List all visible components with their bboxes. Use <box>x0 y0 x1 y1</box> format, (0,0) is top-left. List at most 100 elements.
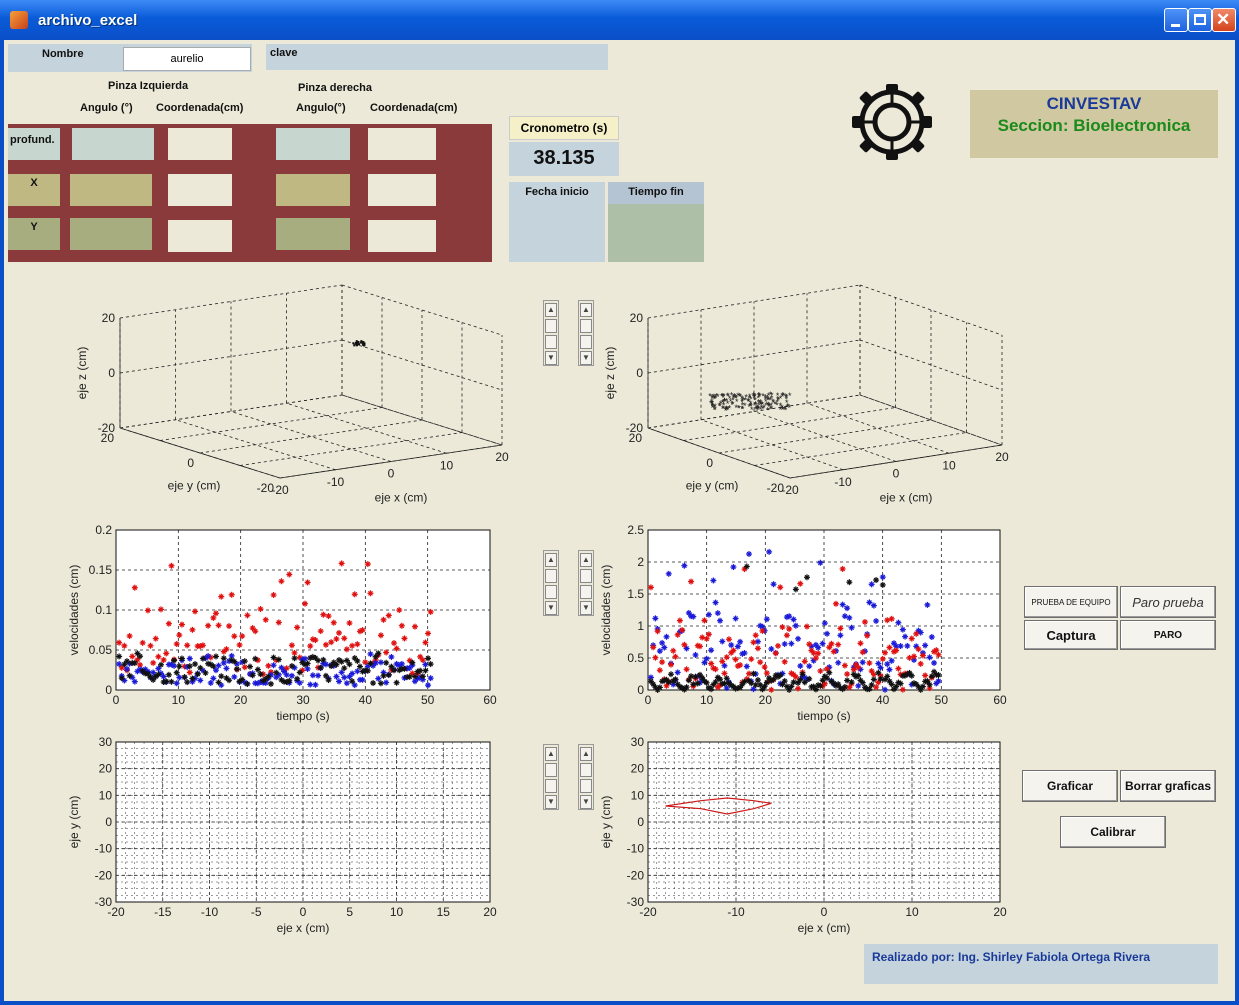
nombre-label: Nombre <box>42 48 84 60</box>
paro-prueba-button[interactable]: Paro prueba <box>1120 586 1216 618</box>
angulo-der-profund-field[interactable] <box>276 128 350 160</box>
pinza-derecha-label: Pinza derecha <box>298 82 372 94</box>
angulo-der-x-field[interactable] <box>276 174 350 206</box>
data-point: * <box>725 405 729 415</box>
data-point: * <box>783 405 787 415</box>
data-point: * <box>744 393 748 403</box>
data-point-2 <box>868 681 875 688</box>
data-point-0 <box>665 570 672 577</box>
x-tick-label: -20 <box>781 483 799 497</box>
data-point-0 <box>685 609 692 616</box>
coord-izq-x-field[interactable] <box>168 174 232 206</box>
tiempo-fin-field[interactable] <box>608 204 704 262</box>
data-point-0 <box>178 621 185 628</box>
data-point-0 <box>868 581 875 588</box>
captura-button[interactable]: Captura <box>1024 620 1118 650</box>
spinner-vel-1[interactable]: ▲ ▼ <box>543 550 559 616</box>
spinner-xy-1[interactable]: ▲ ▼ <box>543 744 559 810</box>
cronometro-value: 38.135 <box>509 142 619 176</box>
paro-button[interactable]: PARO <box>1120 620 1216 650</box>
data-point-1 <box>781 658 788 665</box>
data-point-2 <box>244 680 251 687</box>
left-velocity-plot[interactable]: 0 10 20 30 40 50 60 0 0.05 0.1 0.15 0.2 tiempo (s) ve… <box>50 520 510 735</box>
close-button[interactable]: ✕ <box>1212 8 1236 32</box>
data-point-1 <box>855 664 862 671</box>
prueba-equipo-button[interactable]: PRUEBA DE EQUIPO <box>1024 586 1118 618</box>
y-tick-label: 20 <box>629 431 643 445</box>
data-point-0 <box>888 657 895 664</box>
graficar-button[interactable]: Graficar <box>1022 770 1118 802</box>
calibrar-button[interactable]: Calibrar <box>1060 816 1166 848</box>
coord-izq-profund-field[interactable] <box>168 128 232 160</box>
minimize-button[interactable] <box>1164 8 1188 32</box>
y-tick-label: 0 <box>637 815 644 829</box>
data-point-0 <box>393 645 400 652</box>
data-point-2 <box>226 677 233 684</box>
data-point-2 <box>841 683 848 690</box>
data-point: * <box>759 398 763 408</box>
angulo-der-y-field[interactable] <box>276 218 350 250</box>
data-point-2 <box>176 663 183 670</box>
data-point: * <box>731 395 735 405</box>
data-point-0 <box>126 632 133 639</box>
data-point-2 <box>377 680 384 687</box>
coord-der-profund-field[interactable] <box>368 128 436 160</box>
x-tick-label: -20 <box>639 905 657 919</box>
data-point-1 <box>906 654 913 661</box>
data-point-1 <box>750 639 757 646</box>
maximize-button[interactable] <box>1188 8 1212 32</box>
y-tick-label: 0 <box>105 683 112 697</box>
coord-der-x-field[interactable] <box>368 174 436 206</box>
data-point: * <box>770 394 774 404</box>
coord-izq-y-field[interactable] <box>168 220 232 252</box>
data-point: * <box>730 400 734 410</box>
data-point-1 <box>893 647 900 654</box>
data-point-2 <box>199 655 206 662</box>
data-point-1 <box>721 670 728 677</box>
spinner-vel-2[interactable]: ▲ ▼ <box>578 550 594 616</box>
data-point-0 <box>312 637 319 644</box>
data-point-0 <box>766 548 773 555</box>
data-point-1 <box>810 649 817 656</box>
data-point-2 <box>294 675 301 682</box>
data-point-0 <box>737 638 744 645</box>
right-velocity-plot[interactable]: 0 10 20 30 40 50 60 0 0.5 1 1.5 2 2.5 tiempo (s) veloc… <box>590 520 1020 735</box>
data-point: * <box>786 402 790 412</box>
borrar-graficas-button[interactable]: Borrar graficas <box>1120 770 1216 802</box>
data-point-1 <box>131 678 138 685</box>
data-point-2 <box>826 669 833 676</box>
spinner-xy-2[interactable]: ▲ ▼ <box>578 744 594 810</box>
angulo-izq-y-field[interactable] <box>70 218 152 250</box>
x-tick-label: -20 <box>107 905 125 919</box>
data-point-1 <box>278 664 285 671</box>
data-point-2 <box>385 672 392 679</box>
data-point-0 <box>837 632 844 639</box>
angulo-izq-x-field[interactable] <box>70 174 152 206</box>
nombre-input[interactable]: aurelio <box>123 47 251 71</box>
spinner-3d-2[interactable]: ▲ ▼ <box>578 300 594 366</box>
data-point: * <box>756 405 760 415</box>
data-point-0 <box>877 664 884 671</box>
data-point-2 <box>777 672 784 679</box>
data-point-2 <box>296 669 303 676</box>
angulo-izq-profund-field[interactable] <box>72 128 154 160</box>
data-point-2 <box>150 676 157 683</box>
matlab-icon <box>10 11 28 29</box>
data-point-0 <box>763 616 770 623</box>
x-axis-label: eje x (cm) <box>880 491 933 505</box>
data-point-0 <box>723 684 730 691</box>
data-point-1 <box>383 679 390 686</box>
data-point: * <box>738 392 742 402</box>
data-point: * <box>722 392 726 402</box>
data-point-0 <box>792 622 799 629</box>
spinner-3d-1[interactable]: ▲ ▼ <box>543 300 559 366</box>
data-point-2 <box>343 657 350 664</box>
data-point-1 <box>828 640 835 647</box>
clave-input[interactable] <box>328 45 606 69</box>
fecha-inicio-field[interactable] <box>509 204 605 262</box>
coord-der-y-field[interactable] <box>368 220 436 252</box>
